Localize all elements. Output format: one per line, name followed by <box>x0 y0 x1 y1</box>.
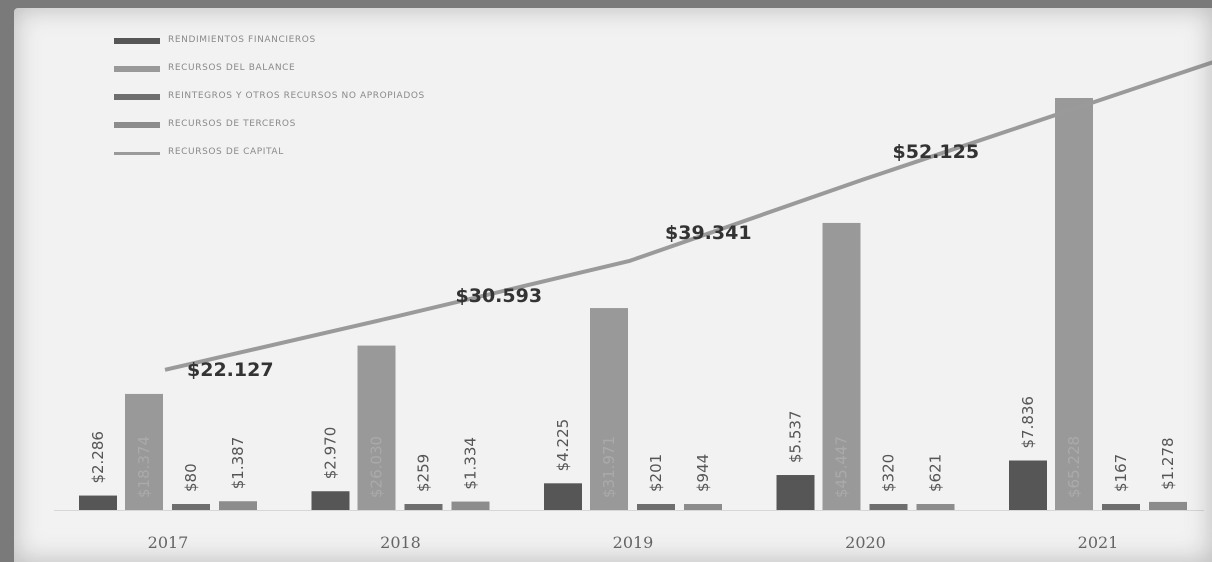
bar-3-2021 <box>1149 501 1187 510</box>
legend-swatch <box>114 38 160 44</box>
line-value-label: $30.593 <box>456 285 543 307</box>
legend-swatch <box>114 66 160 72</box>
bar-value-label: $2.286 <box>89 431 107 484</box>
bar-0-2019 <box>544 483 582 510</box>
bar-2-2020 <box>869 504 908 510</box>
chart-frame: $2.286 $18.374 $80 $1.387 2017 $2.970 $26.030 $… <box>14 8 1212 562</box>
bar-value-label: $621 <box>927 454 945 492</box>
bar-value-label: $2.970 <box>322 427 340 480</box>
bar-0-2020 <box>776 475 815 510</box>
bar-value-label: $18.374 <box>135 436 153 498</box>
bar-0-2017 <box>79 495 117 510</box>
legend-swatch <box>114 152 160 155</box>
x-tick-label: 2019 <box>613 533 654 552</box>
bar-value-label: $320 <box>880 454 898 492</box>
bar-value-label: $5.537 <box>787 411 805 464</box>
legend-label: REINTEGROS Y OTROS RECURSOS NO APROPIADO… <box>168 91 425 101</box>
legend-label: RECURSOS DEL BALANCE <box>168 63 296 73</box>
legend-swatch <box>114 122 160 128</box>
legend-item: RENDIMIENTOS FINANCIEROS <box>114 34 494 46</box>
legend-item: REINTEGROS Y OTROS RECURSOS NO APROPIADO… <box>114 90 494 102</box>
bar-3-2020 <box>916 504 955 510</box>
x-tick-label: 2018 <box>380 533 421 552</box>
chart-canvas: $2.286 $18.374 $80 $1.387 2017 $2.970 $26.030 $… <box>54 60 1212 552</box>
bar-0-2018 <box>311 491 350 510</box>
line-value-label: $22.127 <box>187 359 274 381</box>
legend-label: RECURSOS DE TERCEROS <box>168 119 296 129</box>
bar-value-label: $65.228 <box>1065 436 1083 498</box>
bar-value-label: $26.030 <box>368 436 386 498</box>
bar-2-2019 <box>637 504 675 510</box>
legend-item: RECURSOS DEL BALANCE <box>114 62 494 74</box>
bar-value-label: $1.387 <box>229 437 247 490</box>
legend-item: RECURSOS DE CAPITAL <box>114 146 494 158</box>
bar-value-label: $167 <box>1112 454 1130 492</box>
line-value-label: $39.341 <box>665 222 752 244</box>
bar-2-2018 <box>404 504 443 510</box>
bar-1-2021 <box>1055 98 1093 510</box>
bar-value-label: $1.278 <box>1159 437 1177 490</box>
legend-label: RECURSOS DE CAPITAL <box>168 147 284 157</box>
bar-1-2019 <box>590 308 628 510</box>
bar-2-2017 <box>172 504 210 510</box>
bar-value-label: $7.836 <box>1019 396 1037 449</box>
bar-value-label: $259 <box>415 454 433 492</box>
bar-2-2021 <box>1102 504 1140 510</box>
legend-item: RECURSOS DE TERCEROS <box>114 118 494 130</box>
x-tick-label: 2021 <box>1078 533 1119 552</box>
line-series-recursos-de-capital <box>164 60 1212 372</box>
bar-value-label: $4.225 <box>554 419 572 472</box>
bar-0-2021 <box>1009 460 1047 510</box>
bar-3-2019 <box>684 504 722 510</box>
bar-value-label: $80 <box>182 463 200 492</box>
bar-value-label: $45.447 <box>833 436 851 498</box>
bar-1-2018 <box>357 345 396 510</box>
bar-3-2018 <box>451 501 490 510</box>
bar-1-2017 <box>125 393 163 510</box>
line-value-label: $52.125 <box>893 141 980 163</box>
bar-3-2017 <box>219 501 257 510</box>
bar-value-label: $944 <box>694 454 712 492</box>
x-tick-label: 2020 <box>845 533 886 552</box>
bar-value-label: $31.971 <box>600 436 618 498</box>
bar-1-2020 <box>822 222 861 510</box>
legend-swatch <box>114 94 160 100</box>
legend-label: RENDIMIENTOS FINANCIEROS <box>168 35 316 45</box>
bar-value-label: $201 <box>647 454 665 492</box>
x-tick-label: 2017 <box>148 533 189 552</box>
legend: RENDIMIENTOS FINANCIEROS RECURSOS DEL BAL… <box>114 34 494 174</box>
bar-value-label: $1.334 <box>462 437 480 490</box>
